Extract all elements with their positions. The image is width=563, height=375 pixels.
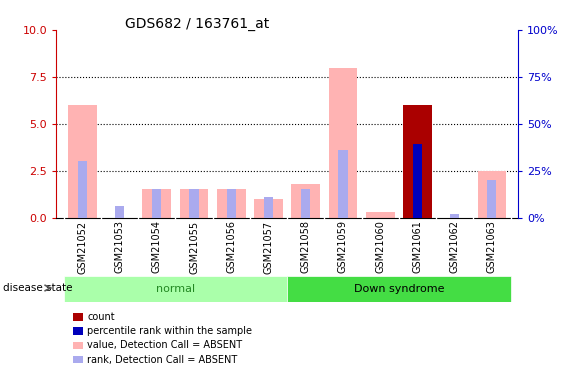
Bar [254,199,283,217]
Bar [413,144,422,218]
Bar [366,212,395,217]
Bar [301,189,310,217]
Bar [68,105,97,218]
Text: GSM21062: GSM21062 [450,220,459,273]
Bar [142,189,171,217]
Bar [287,276,511,302]
Bar [477,171,506,217]
Bar [488,180,497,218]
Text: GSM21058: GSM21058 [301,220,311,273]
Text: GSM21061: GSM21061 [413,220,422,273]
Bar [292,184,320,218]
Text: GSM21055: GSM21055 [189,220,199,273]
Text: normal: normal [156,284,195,294]
Text: GSM21052: GSM21052 [77,220,87,273]
Text: rank, Detection Call = ABSENT: rank, Detection Call = ABSENT [87,355,238,364]
Text: GSM21053: GSM21053 [115,220,124,273]
Text: GDS682 / 163761_at: GDS682 / 163761_at [125,17,269,31]
Bar [115,206,124,218]
Text: GSM21059: GSM21059 [338,220,348,273]
Bar [180,189,208,217]
Bar [64,276,287,302]
Bar [190,189,199,217]
Text: GSM21060: GSM21060 [375,220,385,273]
Text: Down syndrome: Down syndrome [354,284,444,294]
Bar [217,189,245,217]
Bar [227,189,236,217]
Bar [78,161,87,218]
Bar [152,189,162,217]
Bar [264,197,273,217]
Bar [450,214,459,217]
Text: disease state: disease state [3,283,72,293]
Bar [403,105,432,218]
Text: GSM21057: GSM21057 [263,220,274,273]
Bar [329,68,358,218]
Text: value, Detection Call = ABSENT: value, Detection Call = ABSENT [87,340,243,350]
Text: percentile rank within the sample: percentile rank within the sample [87,326,252,336]
Text: GSM21056: GSM21056 [226,220,236,273]
Text: GSM21063: GSM21063 [487,220,497,273]
Text: GSM21054: GSM21054 [152,220,162,273]
Bar [338,150,347,217]
Text: count: count [87,312,115,322]
